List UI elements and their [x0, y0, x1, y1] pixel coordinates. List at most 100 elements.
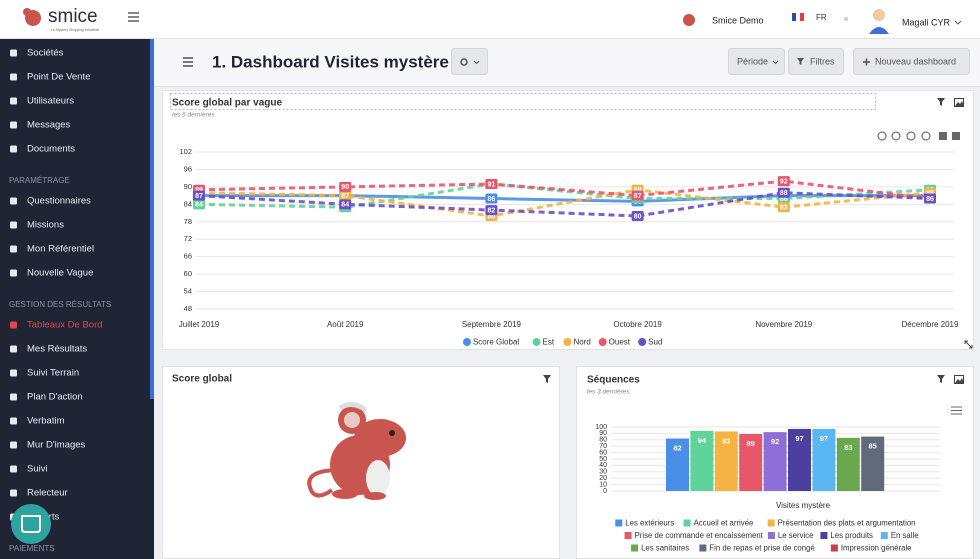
legend-label[interactable]: Les produits [830, 531, 873, 540]
logo-icon [23, 8, 31, 16]
y-tick-label: 60 [184, 269, 192, 278]
sidebar-icon [10, 465, 17, 473]
legend-label[interactable]: Les extérieurs [625, 519, 674, 528]
legend-label[interactable]: Sud [648, 338, 662, 347]
avatar[interactable] [873, 9, 885, 21]
data-label: 87 [634, 193, 642, 200]
filter-icon[interactable] [937, 98, 945, 106]
sidebar-item[interactable]: Relecteur [27, 488, 68, 499]
menu-toggle[interactable] [128, 12, 139, 22]
sidebar-item[interactable]: Sociétés [27, 48, 64, 59]
sidebar-item[interactable]: Mur D'images [27, 440, 86, 451]
y-tick-label: 72 [184, 234, 192, 243]
data-label-bg [193, 199, 205, 210]
legend-label[interactable]: Score Global [473, 338, 519, 347]
sidebar-icon [10, 197, 17, 205]
page-title: 1. Dashboard Visites mystère [212, 52, 449, 71]
scrollbar [150, 39, 154, 399]
data-label: 88 [780, 190, 788, 197]
avatar[interactable] [869, 27, 889, 34]
toolbar-icon[interactable] [939, 132, 947, 140]
toolbar-button[interactable] [853, 48, 970, 75]
chat-icon [21, 515, 41, 533]
sidebar-item[interactable]: Utilisateurs [27, 96, 74, 107]
zoom-tool[interactable] [921, 131, 931, 141]
legend-label[interactable]: Impression générale [841, 544, 912, 553]
legend-swatch [767, 532, 775, 539]
data-label: 87 [195, 193, 203, 200]
widget [162, 90, 974, 350]
legend-label[interactable]: Accueil et arrivée [694, 519, 754, 528]
language[interactable]: FR [816, 13, 827, 22]
image-icon[interactable] [954, 375, 964, 384]
sidebar-item[interactable]: Plan D'action [27, 392, 83, 403]
legend-swatch [624, 532, 632, 539]
caret [954, 20, 962, 25]
data-label: 86 [488, 196, 496, 203]
sidebar-item[interactable]: Tableaux De Bord [27, 320, 103, 331]
zoom-tool[interactable] [891, 131, 901, 141]
toolbar-button-label: Filtres [810, 56, 835, 66]
y-tick-label: 102 [179, 147, 192, 156]
legend-label[interactable]: Présentation des plats et argumentation [778, 519, 916, 528]
legend-label[interactable]: Nord [573, 338, 590, 347]
legend-label[interactable]: Les sanitaires [641, 544, 689, 553]
account[interactable]: Smice Demo [712, 15, 764, 25]
flag [792, 13, 796, 21]
sidebar-item[interactable]: Suivi [27, 464, 48, 475]
legend-label[interactable]: Fin de repas et prise de congé [709, 544, 814, 553]
zoom-tool[interactable] [877, 131, 887, 141]
sidebar-item[interactable]: Suivi Terrain [27, 368, 79, 379]
flag [796, 13, 800, 21]
sidebar-icon [10, 73, 17, 81]
data-label: 86 [780, 196, 788, 203]
y-tick-label: 54 [184, 287, 192, 296]
sidebar-item[interactable]: Documents [27, 144, 75, 155]
y-tick-label: 60 [599, 449, 607, 456]
data-label-bg [777, 187, 790, 198]
legend-label[interactable]: Ouest [609, 338, 631, 347]
sidebar-item[interactable]: Messages [27, 120, 71, 131]
sidebar-item[interactable]: Mon Référentiel [27, 244, 94, 255]
sidebar-icon [10, 345, 17, 353]
x-tick-label: Août 2019 [327, 320, 364, 329]
sidebar-item[interactable]: Missions [27, 220, 64, 231]
data-label: 97 [795, 434, 803, 443]
sidebar-icon [10, 221, 17, 229]
sidebar-toggle[interactable] [183, 57, 193, 67]
filter-icon[interactable] [937, 375, 945, 383]
legend-label[interactable]: Est [543, 338, 555, 347]
flag [800, 13, 804, 21]
image-icon[interactable] [954, 98, 964, 107]
sidebar-icon [10, 269, 17, 277]
top-bar [0, 0, 980, 38]
sidebar-item[interactable]: Point De Vente [27, 72, 90, 83]
sidebar-icon [10, 489, 17, 497]
x-tick-label: Novembre 2019 [755, 320, 812, 329]
chat-button[interactable] [11, 504, 51, 544]
sidebar-item[interactable]: Questionnaires [27, 196, 91, 207]
sidebar-section: PAIEMENTS [9, 544, 55, 553]
data-label-bg [339, 199, 352, 210]
zoom-tool[interactable] [906, 131, 916, 141]
widget-subtitle: les 3 dernières [587, 389, 630, 396]
legend-label[interactable]: En salle [891, 531, 919, 540]
y-tick-label: 40 [599, 462, 607, 469]
toolbar-icon[interactable] [952, 132, 960, 140]
toolbar-button[interactable] [788, 48, 844, 75]
bar [861, 436, 885, 491]
widget-title: Score global [172, 374, 232, 385]
widget-subtitle: les 6 dernières [172, 112, 215, 119]
toolbar-button[interactable] [728, 48, 785, 75]
y-tick-label: 70 [599, 443, 607, 450]
sidebar-item[interactable]: Mes Résultats [27, 344, 87, 355]
sidebar-section: PARAMÉTRAGE [9, 176, 70, 185]
sidebar-item[interactable]: Verbatim [27, 416, 65, 427]
sidebar-item[interactable]: Nouvelle Vague [27, 268, 93, 279]
data-label-bg [485, 193, 498, 204]
user-name[interactable]: Magali CYR [902, 17, 951, 27]
legend-label[interactable]: Le service [778, 531, 814, 540]
filter-icon[interactable] [543, 375, 551, 383]
settings-button[interactable] [451, 48, 488, 75]
legend-label[interactable]: Prise de commande et encaissement [635, 531, 764, 540]
